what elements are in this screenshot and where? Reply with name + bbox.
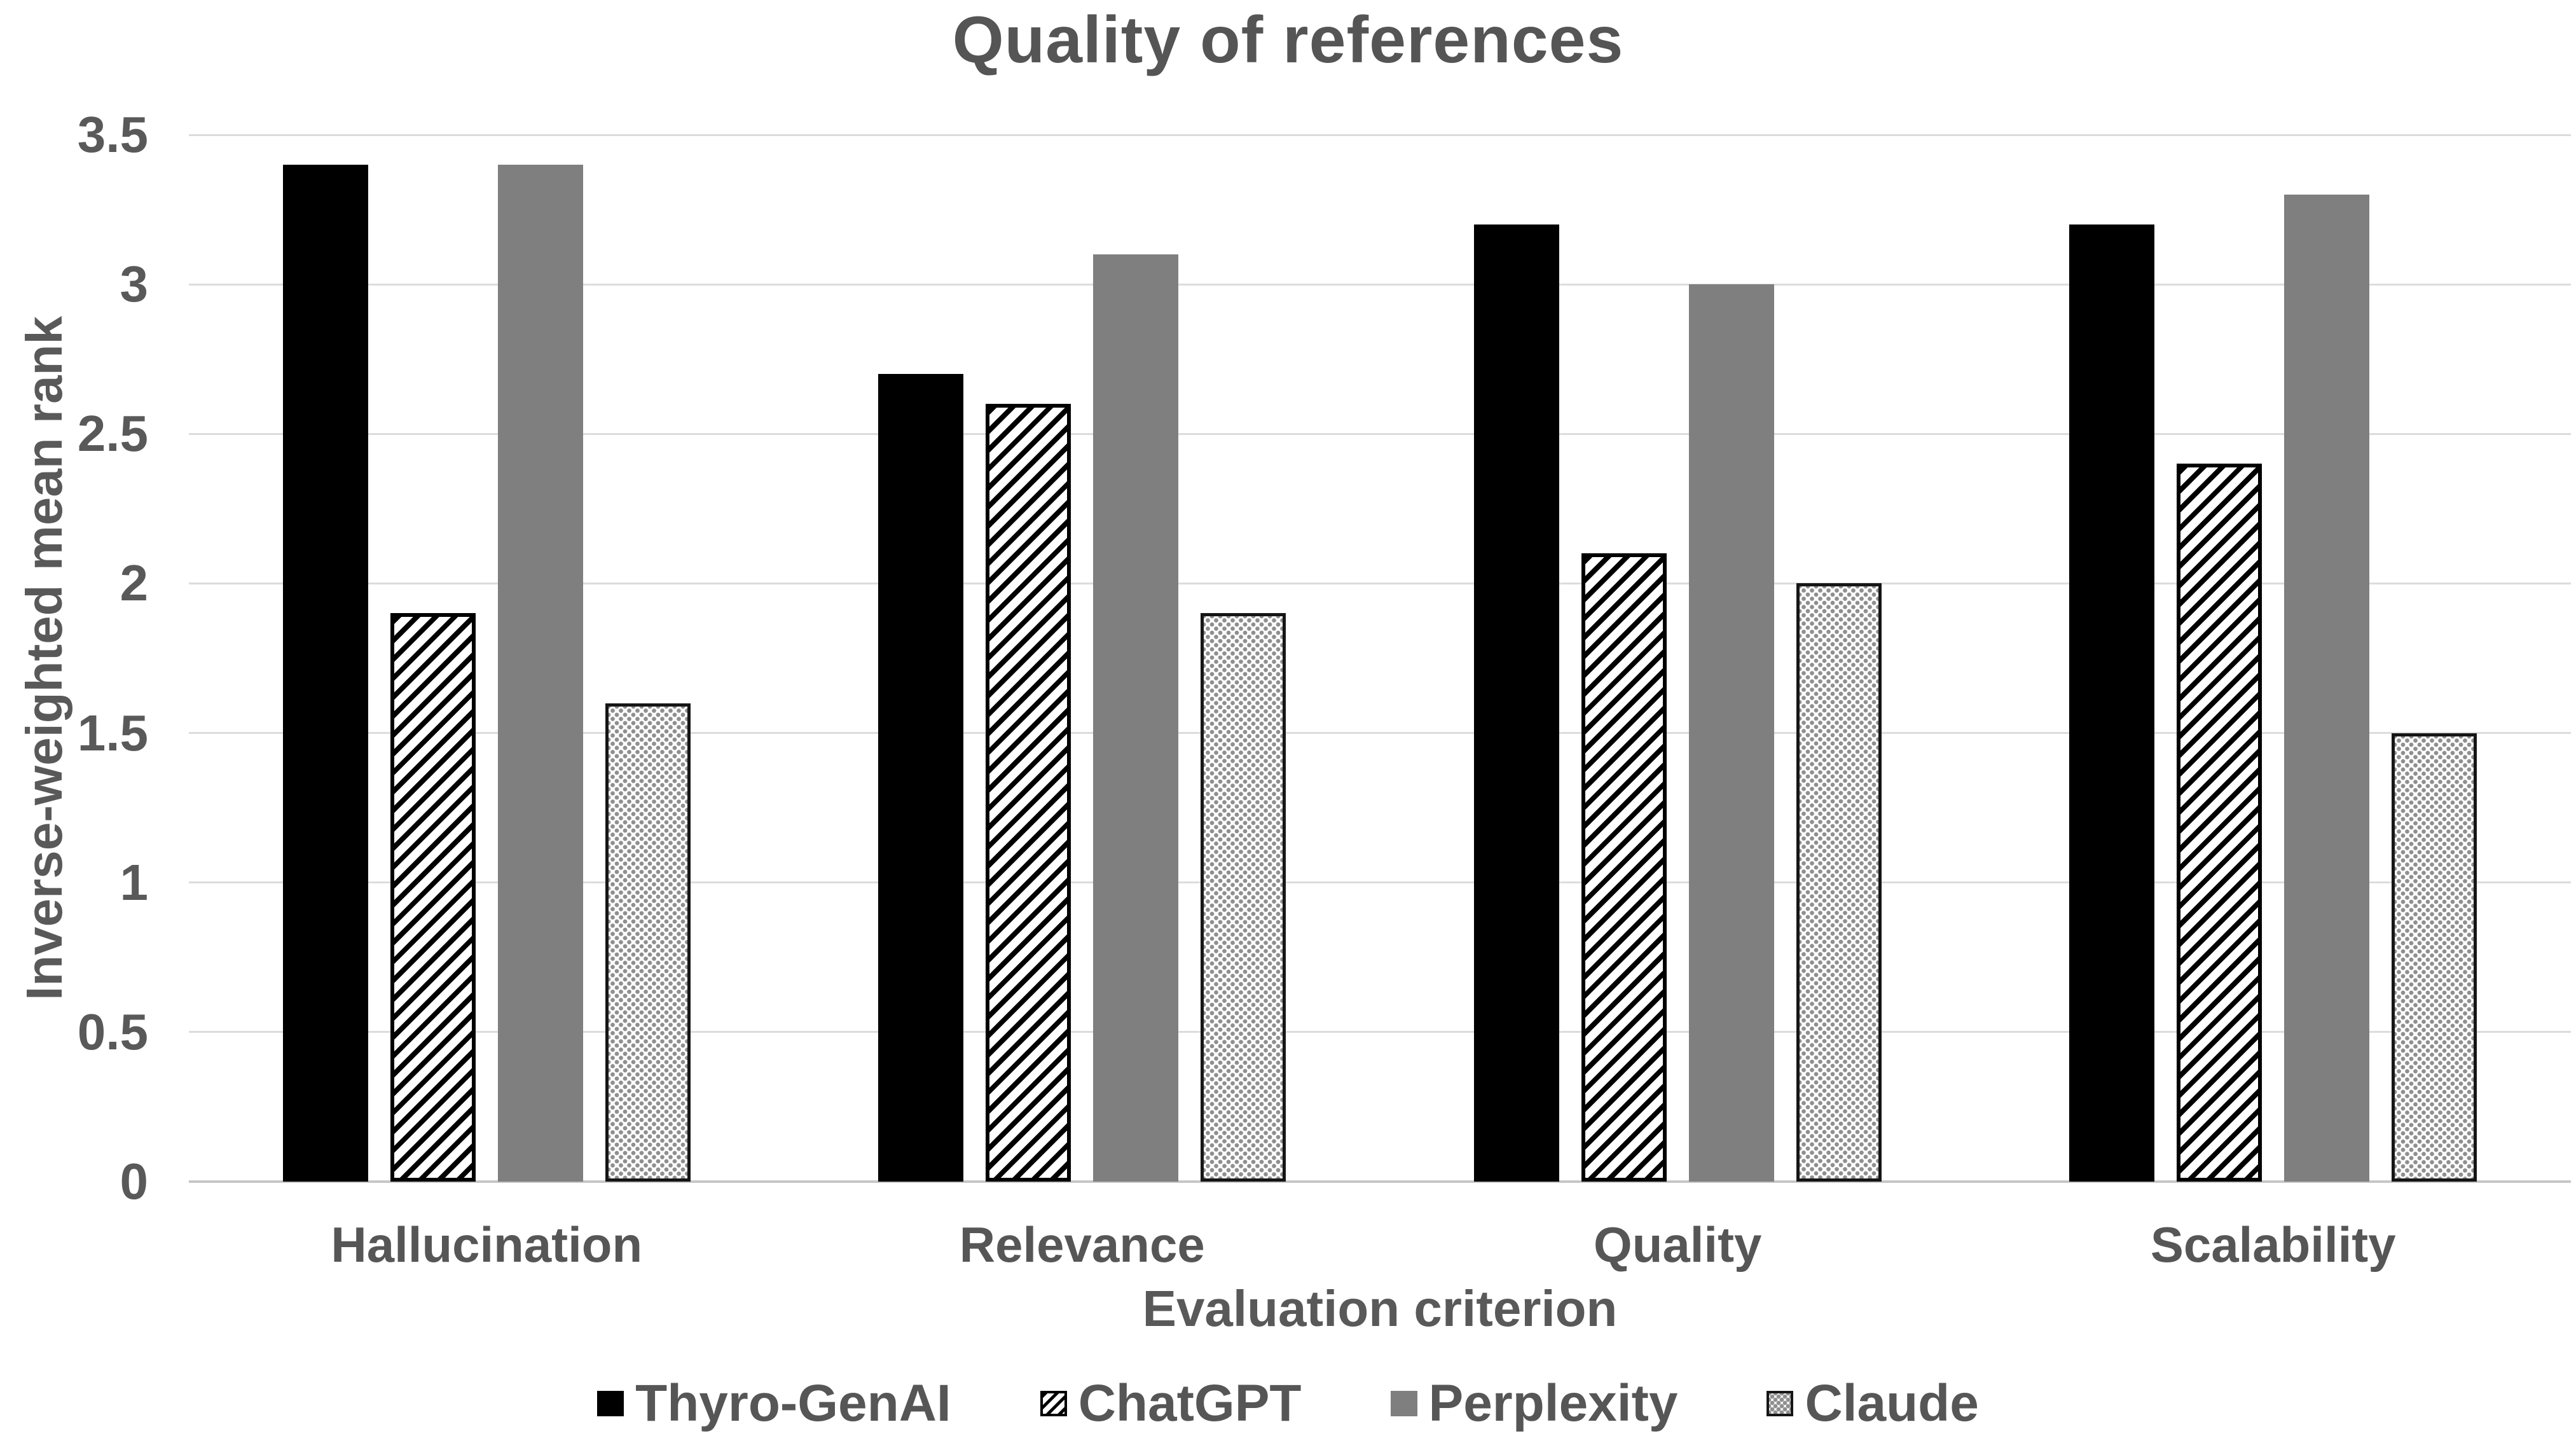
- gridline-1.5: [189, 732, 2571, 735]
- category-label-hallucination: Hallucination: [331, 1217, 643, 1273]
- bar-chatgpt-quality: [1581, 553, 1667, 1182]
- gridline-2.5: [189, 432, 2571, 435]
- legend-item-claude: Claude: [1767, 1374, 1979, 1433]
- bar-group-hallucination: [189, 135, 785, 1182]
- bar-thyro-genai-relevance: [878, 374, 964, 1182]
- legend-item-perplexity: Perplexity: [1390, 1374, 1678, 1433]
- category-label-quality: Quality: [1594, 1217, 1762, 1273]
- y-tick-label-3: 3: [120, 256, 149, 313]
- legend-label-chatgpt: ChatGPT: [1078, 1374, 1302, 1432]
- gridline-0.5: [189, 1031, 2571, 1033]
- bar-chatgpt-scalability: [2177, 464, 2263, 1182]
- legend-swatch-chatgpt: [1040, 1391, 1067, 1416]
- legend-item-thyro-genai: Thyro-GenAI: [597, 1374, 951, 1433]
- plot-area: [189, 134, 2572, 1183]
- legend-swatch-perplexity: [1390, 1391, 1417, 1416]
- y-tick-label-3.5: 3.5: [77, 106, 148, 163]
- bar-claude-quality: [1796, 583, 1882, 1182]
- bar-claude-scalability: [2392, 733, 2477, 1182]
- bar-group-scalability: [1976, 135, 2572, 1182]
- bar-thyro-genai-quality: [1473, 224, 1559, 1182]
- bar-perplexity-scalability: [2284, 195, 2370, 1182]
- x-axis-title: Evaluation criterion: [1142, 1280, 1618, 1337]
- legend-swatch-thyro-genai: [597, 1391, 624, 1416]
- bar-thyro-genai-hallucination: [282, 165, 368, 1182]
- gridline-1: [189, 881, 2571, 884]
- y-tick-label-1: 1: [120, 853, 149, 911]
- category-labels: Hallucination Relevance Quality Scalability: [189, 1216, 2571, 1273]
- y-tick-label-0: 0: [120, 1153, 149, 1210]
- legend-swatch-claude: [1767, 1391, 1794, 1416]
- bar-claude-relevance: [1201, 613, 1286, 1182]
- legend: Thyro-GenAI ChatGPT Perplexity Claude: [0, 1374, 2576, 1433]
- bar-group-relevance: [785, 135, 1381, 1182]
- y-tick-label-0.5: 0.5: [77, 1003, 148, 1060]
- category-label-relevance: Relevance: [959, 1217, 1205, 1273]
- bar-perplexity-hallucination: [497, 165, 583, 1182]
- chart-title: Quality of references: [952, 3, 1624, 77]
- category-label-scalability: Scalability: [2150, 1217, 2396, 1273]
- legend-item-chatgpt: ChatGPT: [1040, 1374, 1302, 1433]
- bar-perplexity-relevance: [1093, 254, 1179, 1182]
- y-tick-label-1.5: 1.5: [77, 704, 148, 761]
- bar-claude-hallucination: [605, 703, 691, 1182]
- gridline-2: [189, 582, 2571, 584]
- bar-thyro-genai-scalability: [2069, 224, 2155, 1182]
- bar-chatgpt-relevance: [986, 404, 1071, 1182]
- x-axis-line: [189, 1180, 2571, 1183]
- legend-label-claude: Claude: [1805, 1374, 1979, 1432]
- bar-chatgpt-hallucination: [390, 613, 476, 1182]
- y-tick-label-2: 2: [120, 555, 149, 612]
- legend-label-perplexity: Perplexity: [1428, 1374, 1678, 1432]
- legend-label-thyro-genai: Thyro-GenAI: [635, 1374, 951, 1432]
- gridline-3.5: [189, 134, 2571, 136]
- bar-group-quality: [1380, 135, 1976, 1182]
- gridline-3: [189, 283, 2571, 286]
- bar-perplexity-quality: [1688, 284, 1774, 1182]
- y-tick-label-2.5: 2.5: [77, 405, 148, 462]
